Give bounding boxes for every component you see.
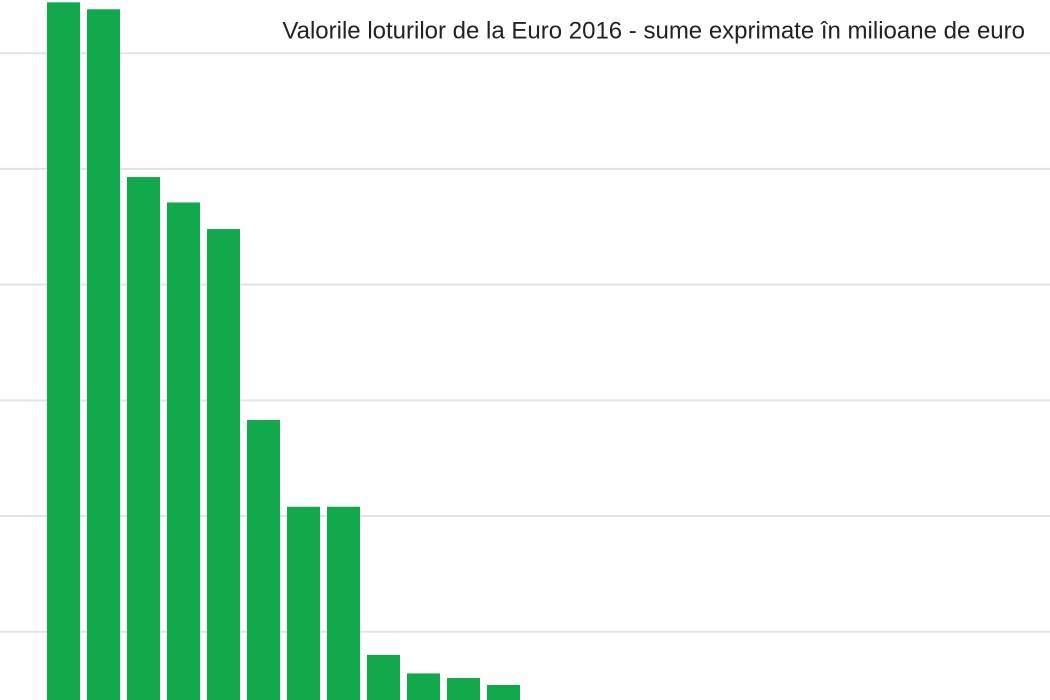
bar bbox=[167, 202, 200, 700]
bar bbox=[207, 229, 240, 700]
bar bbox=[327, 506, 360, 700]
bar bbox=[447, 678, 480, 700]
bar bbox=[47, 2, 80, 700]
bar bbox=[287, 506, 320, 700]
bar bbox=[127, 177, 160, 700]
chart-title: Valorile loturilor de la Euro 2016 - sum… bbox=[282, 17, 1025, 44]
bars bbox=[47, 2, 520, 700]
bar bbox=[487, 684, 520, 700]
bar bbox=[367, 654, 400, 700]
bar bbox=[407, 673, 440, 700]
bar bbox=[247, 420, 280, 700]
bar bbox=[87, 9, 120, 700]
